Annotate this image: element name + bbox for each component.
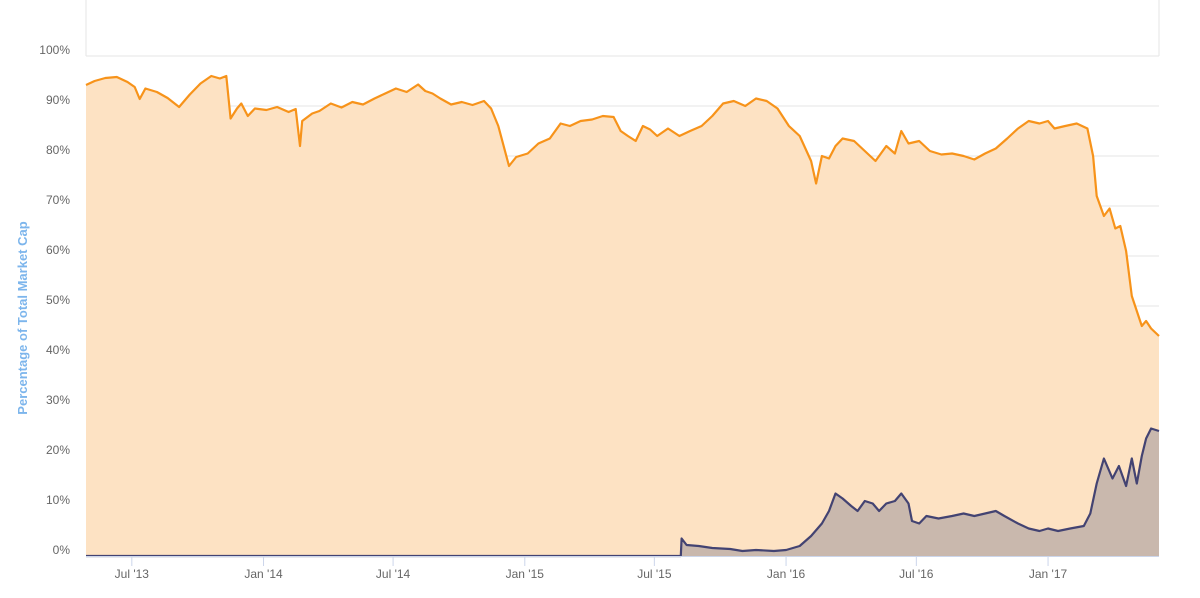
x-axis: Jul '13 Jan '14 Jul '14 Jan '15 Jul '15 Jan '… xyxy=(86,556,1159,581)
y-tick-label: 0% xyxy=(53,543,71,557)
y-tick-label: 80% xyxy=(46,143,70,157)
y-tick-label: 40% xyxy=(46,343,70,357)
y-tick-label: 60% xyxy=(46,243,70,257)
y-tick-label: 30% xyxy=(46,393,70,407)
series-1-area xyxy=(86,76,1159,556)
x-tick-label: Jul '14 xyxy=(376,567,411,581)
series-2-area xyxy=(86,428,1159,556)
y-tick-label: 20% xyxy=(46,443,70,457)
x-tick-label: Jan '15 xyxy=(506,567,545,581)
y-tick-label: 70% xyxy=(46,193,70,207)
series-2-line xyxy=(86,427,1160,558)
x-tick-label: Jan '14 xyxy=(244,567,283,581)
y-tick-label: 10% xyxy=(46,493,70,507)
y-axis-title: Percentage of Total Market Cap xyxy=(15,221,30,414)
y-tick-label: 90% xyxy=(46,93,70,107)
y-axis: 0% 10% 20% 30% 40% 50% 60% 70% 80% 90% 100% xyxy=(39,43,70,557)
x-tick-label: Jan '17 xyxy=(1029,567,1068,581)
x-tick-label: Jan '16 xyxy=(767,567,806,581)
series-layer xyxy=(85,74,1160,558)
x-tick-label: Jul '13 xyxy=(115,567,150,581)
x-tick-label: Jul '16 xyxy=(899,567,934,581)
series-1-line xyxy=(85,74,1160,337)
y-tick-label: 100% xyxy=(39,43,70,57)
x-tick-label: Jul '15 xyxy=(637,567,672,581)
y-tick-label: 50% xyxy=(46,293,70,307)
